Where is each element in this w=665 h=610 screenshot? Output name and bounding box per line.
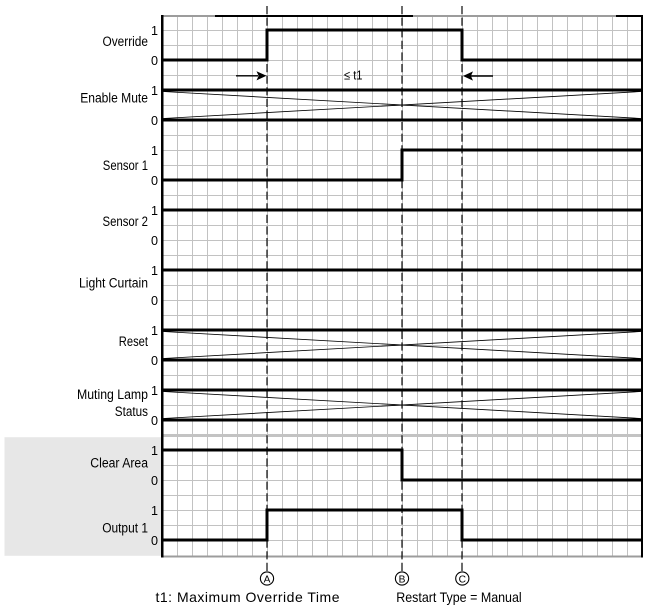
svg-text:0: 0 <box>151 294 158 308</box>
svg-text:Enable Mute: Enable Mute <box>80 91 148 106</box>
svg-text:0: 0 <box>151 54 158 68</box>
svg-text:Clear Area: Clear Area <box>90 456 148 471</box>
svg-text:Reset: Reset <box>119 334 148 349</box>
svg-text:Sensor 2: Sensor 2 <box>103 214 149 229</box>
svg-text:C: C <box>459 574 466 585</box>
svg-text:1: 1 <box>151 444 158 458</box>
svg-text:Override: Override <box>103 34 149 49</box>
svg-text:0: 0 <box>151 474 158 488</box>
svg-text:1: 1 <box>151 24 158 38</box>
svg-text:1: 1 <box>151 264 158 278</box>
svg-text:0: 0 <box>151 174 158 188</box>
svg-text:1: 1 <box>151 384 158 398</box>
svg-text:0: 0 <box>151 234 158 248</box>
svg-text:0: 0 <box>151 414 158 428</box>
svg-text:B: B <box>399 574 406 585</box>
svg-text:Light Curtain: Light Curtain <box>79 276 148 291</box>
svg-text:Sensor 1: Sensor 1 <box>103 158 148 173</box>
svg-text:A: A <box>264 574 271 585</box>
svg-text:Restart Type = Manual: Restart Type = Manual <box>396 589 522 605</box>
svg-text:t1: Maximum Override Time: t1: Maximum Override Time <box>156 589 340 605</box>
svg-text:≤ t1: ≤ t1 <box>344 68 363 83</box>
svg-text:Muting Lamp: Muting Lamp <box>77 387 148 402</box>
svg-text:Output 1: Output 1 <box>102 521 148 536</box>
svg-text:Status: Status <box>115 404 148 419</box>
svg-text:1: 1 <box>151 504 158 518</box>
svg-text:0: 0 <box>151 534 158 548</box>
svg-text:0: 0 <box>151 354 158 368</box>
svg-text:1: 1 <box>151 324 158 338</box>
svg-text:1: 1 <box>151 144 158 158</box>
svg-text:1: 1 <box>151 204 158 218</box>
svg-text:1: 1 <box>151 84 158 98</box>
svg-text:0: 0 <box>151 114 158 128</box>
